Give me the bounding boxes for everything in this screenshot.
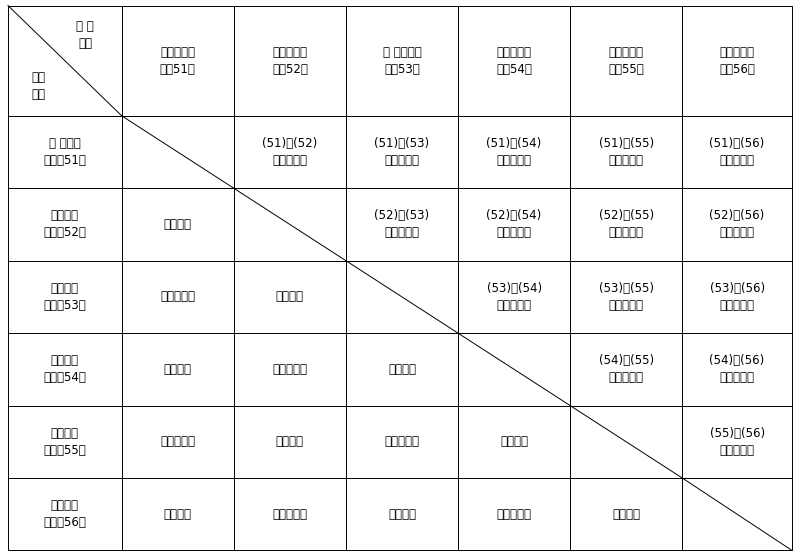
Bar bbox=[682, 6, 792, 116]
Text: 第四检测
电极（54）: 第四检测 电极（54） bbox=[43, 354, 86, 384]
Bar bbox=[682, 333, 792, 405]
Bar bbox=[346, 261, 458, 333]
Text: (52)与(55)
之间的区域: (52)与(55) 之间的区域 bbox=[598, 210, 654, 240]
Bar bbox=[458, 405, 570, 478]
Text: (52)与(53)
之间的区域: (52)与(53) 之间的区域 bbox=[374, 210, 430, 240]
Text: 第二检测电
极（52）: 第二检测电 极（52） bbox=[272, 46, 308, 76]
Bar bbox=[682, 405, 792, 478]
Text: 第一检测电
极（51）: 第一检测电 极（51） bbox=[160, 46, 196, 76]
Bar bbox=[570, 478, 682, 550]
Bar bbox=[234, 478, 346, 550]
Text: 中层土壤: 中层土壤 bbox=[164, 363, 192, 376]
Text: 深层土壤: 深层土壤 bbox=[164, 508, 192, 521]
Text: 检 测
区域: 检 测 区域 bbox=[77, 21, 94, 51]
Text: (51)与(55)
之间的区域: (51)与(55) 之间的区域 bbox=[598, 137, 654, 167]
Text: 第六检测
电极（56）: 第六检测 电极（56） bbox=[43, 499, 86, 529]
Bar bbox=[234, 116, 346, 188]
Text: 中层土壤: 中层土壤 bbox=[276, 435, 304, 448]
Bar bbox=[570, 405, 682, 478]
Bar bbox=[682, 116, 792, 188]
Text: (51)与(52)
之间的区域: (51)与(52) 之间的区域 bbox=[262, 137, 318, 167]
Text: 第 一检测
电极（51）: 第 一检测 电极（51） bbox=[43, 137, 86, 167]
Text: 表下层土壤: 表下层土壤 bbox=[385, 435, 419, 448]
Bar bbox=[8, 478, 122, 550]
Bar bbox=[458, 333, 570, 405]
Bar bbox=[234, 405, 346, 478]
Text: 表层土壤: 表层土壤 bbox=[500, 435, 528, 448]
Bar bbox=[122, 116, 234, 188]
Bar bbox=[682, 478, 792, 550]
Bar bbox=[346, 333, 458, 405]
Text: (52)与(54)
之间的区域: (52)与(54) 之间的区域 bbox=[486, 210, 542, 240]
Text: 第三检测
电极（53）: 第三检测 电极（53） bbox=[43, 282, 86, 312]
Text: 表下层土壤: 表下层土壤 bbox=[272, 363, 307, 376]
Text: (53)与(56)
之间的区域: (53)与(56) 之间的区域 bbox=[710, 282, 765, 312]
Bar bbox=[682, 188, 792, 261]
Text: 表层土壤: 表层土壤 bbox=[276, 290, 304, 304]
Bar bbox=[122, 6, 234, 116]
Bar bbox=[346, 405, 458, 478]
Bar bbox=[346, 6, 458, 116]
Bar bbox=[346, 478, 458, 550]
Text: 第五检测电
极（55）: 第五检测电 极（55） bbox=[608, 46, 644, 76]
Bar bbox=[346, 188, 458, 261]
Text: (54)与(55)
之间的区域: (54)与(55) 之间的区域 bbox=[598, 354, 654, 384]
Text: 检测
深度: 检测 深度 bbox=[32, 71, 46, 101]
Bar bbox=[234, 188, 346, 261]
Text: 第六检测电
极（56）: 第六检测电 极（56） bbox=[719, 46, 755, 76]
Text: 表下层土壤: 表下层土壤 bbox=[497, 508, 531, 521]
Bar bbox=[122, 261, 234, 333]
Bar bbox=[570, 6, 682, 116]
Bar bbox=[8, 405, 122, 478]
Bar bbox=[458, 116, 570, 188]
Bar bbox=[458, 6, 570, 116]
Bar bbox=[346, 116, 458, 188]
Text: (52)与(56)
之间的区域: (52)与(56) 之间的区域 bbox=[710, 210, 765, 240]
Bar bbox=[122, 405, 234, 478]
Bar bbox=[8, 261, 122, 333]
Text: 表下层土壤: 表下层土壤 bbox=[160, 290, 195, 304]
Text: 第五检测
电极（55）: 第五检测 电极（55） bbox=[43, 427, 86, 457]
Text: 第 三检测电
极（53）: 第 三检测电 极（53） bbox=[382, 46, 422, 76]
Text: (53)与(54)
之间的区域: (53)与(54) 之间的区域 bbox=[486, 282, 542, 312]
Bar bbox=[122, 188, 234, 261]
Text: (51)与(56)
之间的区域: (51)与(56) 之间的区域 bbox=[710, 137, 765, 167]
Bar bbox=[570, 261, 682, 333]
Text: 第四检测电
极（54）: 第四检测电 极（54） bbox=[496, 46, 532, 76]
Bar bbox=[8, 6, 122, 116]
Text: 表层土壤: 表层土壤 bbox=[164, 218, 192, 231]
Bar bbox=[8, 116, 122, 188]
Text: (51)与(53)
之间的区域: (51)与(53) 之间的区域 bbox=[374, 137, 430, 167]
Text: 中下层土壤: 中下层土壤 bbox=[272, 508, 307, 521]
Bar bbox=[8, 188, 122, 261]
Text: (53)与(55)
之间的区域: (53)与(55) 之间的区域 bbox=[598, 282, 654, 312]
Bar bbox=[570, 116, 682, 188]
Bar bbox=[570, 333, 682, 405]
Bar bbox=[234, 333, 346, 405]
Text: (51)与(54)
之间的区域: (51)与(54) 之间的区域 bbox=[486, 137, 542, 167]
Text: 第二检测
电极（52）: 第二检测 电极（52） bbox=[43, 210, 86, 240]
Bar bbox=[122, 333, 234, 405]
Text: 表层土壤: 表层土壤 bbox=[388, 363, 416, 376]
Bar bbox=[234, 261, 346, 333]
Bar bbox=[234, 6, 346, 116]
Text: 表层土壤: 表层土壤 bbox=[612, 508, 640, 521]
Bar bbox=[458, 478, 570, 550]
Text: 中下层土壤: 中下层土壤 bbox=[160, 435, 195, 448]
Bar bbox=[8, 333, 122, 405]
Bar bbox=[682, 261, 792, 333]
Text: (55)与(56)
之间的区域: (55)与(56) 之间的区域 bbox=[710, 427, 765, 457]
Bar bbox=[122, 478, 234, 550]
Bar bbox=[458, 188, 570, 261]
Text: 中层土壤: 中层土壤 bbox=[388, 508, 416, 521]
Text: (54)与(56)
之间的区域: (54)与(56) 之间的区域 bbox=[710, 354, 765, 384]
Bar bbox=[458, 261, 570, 333]
Bar bbox=[570, 188, 682, 261]
